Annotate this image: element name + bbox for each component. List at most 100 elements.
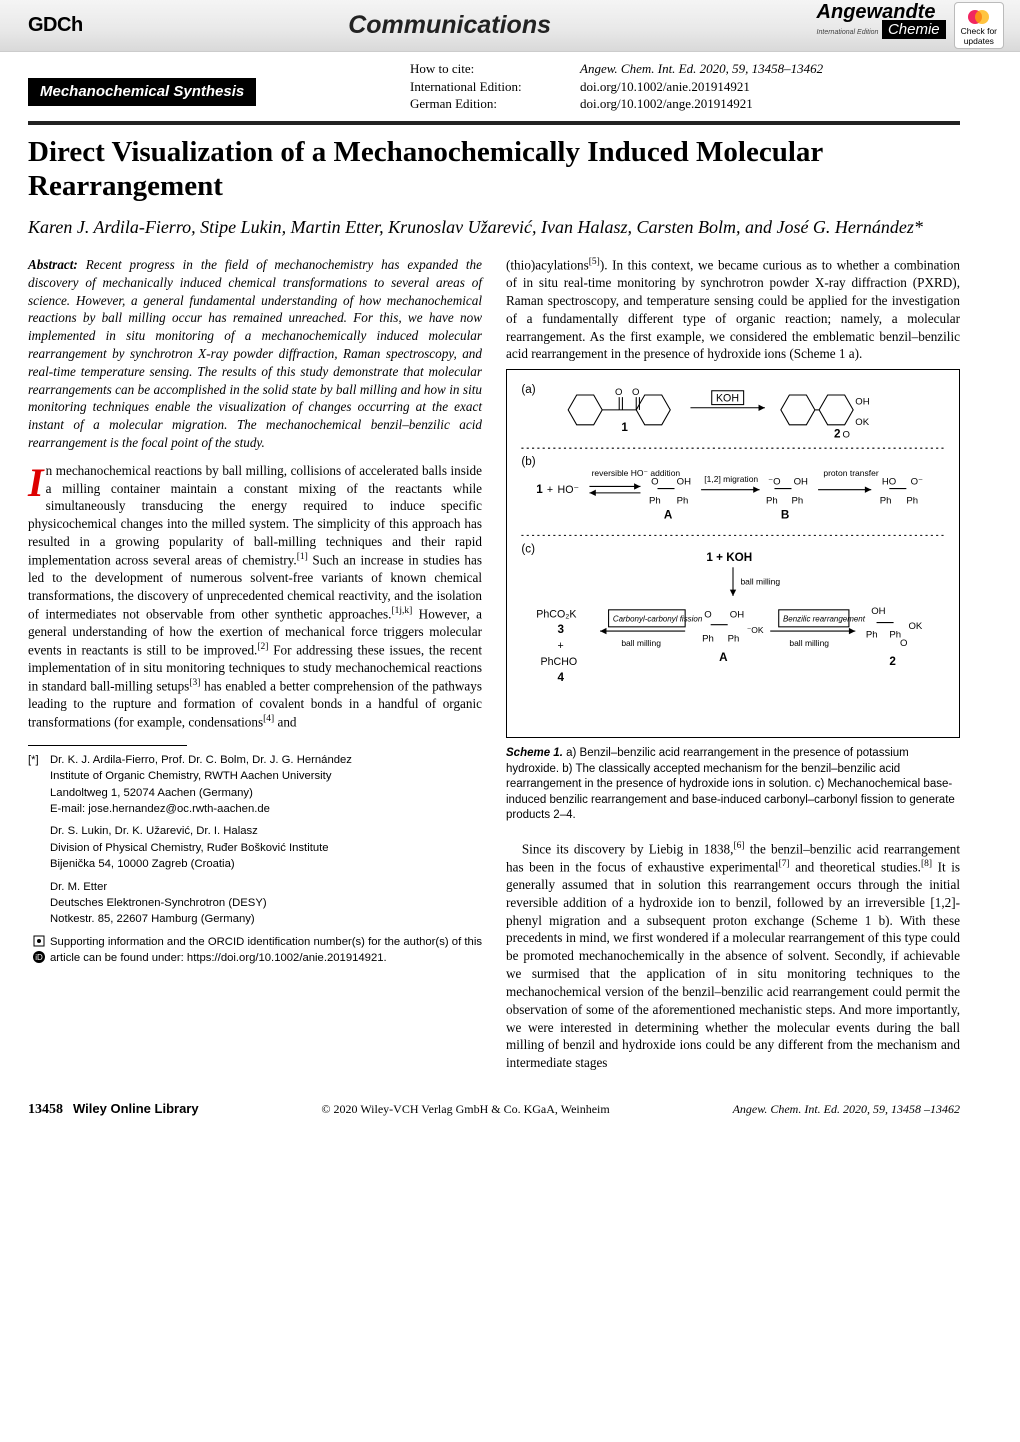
p3d: It is generally assumed that in solution… — [506, 859, 960, 1070]
author-list: Karen J. Ardila-Fierro, Stipe Lukin, Mar… — [0, 209, 1020, 256]
ref-3[interactable]: [3] — [189, 678, 200, 688]
aff2-address: Bijenička 54, 10000 Zagreb (Croatia) — [50, 856, 482, 872]
svg-text:ball milling: ball milling — [740, 576, 780, 586]
p2b: ). In this context, we became curious as… — [506, 257, 960, 361]
column-left: Abstract: Recent progress in the field o… — [28, 256, 482, 1072]
wiley-online-library[interactable]: Wiley Online Library — [73, 1100, 199, 1118]
ref-2[interactable]: [2] — [257, 642, 268, 652]
ref-5[interactable]: [5] — [589, 257, 600, 267]
intl-label: International Edition: — [410, 78, 580, 96]
svg-text:Ph: Ph — [866, 630, 878, 641]
phco2k: PhCO₂K — [536, 608, 576, 620]
abstract-label: Abstract: — [28, 257, 78, 272]
compound-1: 1 — [621, 421, 628, 434]
corr-author-marker: [*] — [28, 752, 50, 928]
aff3-institute: Deutsches Elektronen-Synchrotron (DESY) — [50, 895, 482, 911]
p3c: and theoretical studies. — [790, 859, 921, 874]
orcid-icon: iD — [32, 950, 46, 964]
aff1-address: Landoltweg 1, 52074 Aachen (Germany) — [50, 785, 482, 801]
column-right: (thio)acylations[5]). In this context, w… — [506, 256, 960, 1072]
two-column-body: Abstract: Recent progress in the field o… — [0, 256, 1020, 1072]
scheme-caption-lead: Scheme 1. — [506, 747, 563, 759]
svg-text:O: O — [615, 387, 622, 398]
ref-1[interactable]: [1] — [297, 552, 308, 562]
migration-label: [1,2] migration — [704, 474, 758, 484]
svg-text:Ph: Ph — [766, 496, 778, 507]
svg-text:O: O — [651, 476, 658, 487]
citation-block: Mechanochemical Synthesis How to cite: A… — [0, 52, 1020, 117]
supporting-info-icon — [32, 934, 46, 948]
svg-text:HO: HO — [882, 476, 896, 487]
svg-text:⁻OK: ⁻OK — [747, 625, 764, 635]
affiliation-footnotes: [*] Dr. K. J. Ardila-Fierro, Prof. Dr. C… — [28, 752, 482, 967]
svg-text:+: + — [547, 484, 553, 496]
svg-text:O: O — [704, 609, 711, 620]
footer-citation: Angew. Chem. Int. Ed. 2020, 59, 13458 –1… — [733, 1101, 960, 1117]
svg-text:ball milling: ball milling — [621, 638, 661, 648]
svg-text:Ph: Ph — [906, 496, 918, 507]
page-number: 13458 — [28, 1101, 63, 1120]
svg-text:iD: iD — [35, 953, 43, 962]
svg-text:OH: OH — [730, 609, 744, 620]
scheme-caption-text: a) Benzil–benzilic acid rearrangement in… — [506, 747, 955, 821]
article-title: Direct Visualization of a Mechanochemica… — [0, 125, 1020, 209]
svg-text:OK: OK — [855, 417, 869, 428]
species-B: B — [781, 509, 789, 522]
aff3-authors: Dr. M. Etter — [50, 879, 482, 895]
ref-7[interactable]: [7] — [779, 859, 790, 869]
p3a: Since its discovery by Liebig in 1838, — [522, 841, 734, 856]
howtocite-val: Angew. Chem. Int. Ed. 2020, 59, 13458–13… — [580, 60, 960, 78]
check-updates-badge[interactable]: Check for updates — [954, 2, 1004, 49]
compound-2: 2 — [834, 428, 841, 441]
ref-1jk[interactable]: [1j,k] — [391, 606, 412, 616]
journal-header-band: GDCh Communications Angewandte Internati… — [0, 0, 1020, 52]
p2: (thio)acylations[5]). In this context, w… — [506, 256, 960, 363]
journal-brand: Angewandte International Edition Chemie … — [817, 2, 1004, 49]
p2a: (thio)acylations — [506, 257, 589, 272]
page-footer: 13458 Wiley Online Library © 2020 Wiley-… — [0, 1072, 1020, 1140]
copyright: © 2020 Wiley-VCH Verlag GmbH & Co. KGaA,… — [321, 1101, 609, 1117]
scheme-1-caption: Scheme 1. a) Benzil–benzilic acid rearra… — [506, 746, 960, 824]
german-doi[interactable]: doi.org/10.1002/ange.201914921 — [580, 95, 960, 113]
aff1-authors: Dr. K. J. Ardila-Fierro, Prof. Dr. C. Bo… — [50, 752, 482, 768]
benz-rearr-label: Benzilic rearrangement — [783, 615, 866, 624]
phcho: PhCHO — [541, 656, 578, 668]
koh-label: KOH — [716, 393, 739, 405]
crossmark-icon — [967, 7, 991, 27]
aff2-authors: Dr. S. Lukin, Dr. K. Užarević, Dr. I. Ha… — [50, 823, 482, 839]
ref-6[interactable]: [6] — [733, 841, 744, 851]
rev-add-label: reversible HO⁻ addition — [592, 468, 681, 478]
intl-doi[interactable]: doi.org/10.1002/anie.201914921 — [580, 78, 960, 96]
abstract-text: Recent progress in the field of mechanoc… — [28, 257, 482, 450]
svg-text:Ph: Ph — [649, 496, 661, 507]
svg-text:OH: OH — [794, 476, 808, 487]
ref-8[interactable]: [8] — [921, 859, 932, 869]
german-label: German Edition: — [410, 95, 580, 113]
aff1-institute: Institute of Organic Chemistry, RWTH Aac… — [50, 768, 482, 784]
svg-text:O: O — [900, 638, 907, 649]
svg-text:Ph: Ph — [728, 634, 740, 645]
check-updates-line2: updates — [964, 37, 994, 46]
aff3-address: Notkestr. 85, 22607 Hamburg (Germany) — [50, 911, 482, 927]
dropcap: I — [28, 462, 46, 498]
aff1-email[interactable]: E-mail: jose.hernandez@oc.rwth-aachen.de — [50, 801, 482, 817]
p3: Since its discovery by Liebig in 1838,[6… — [506, 840, 960, 1072]
svg-text:ball milling: ball milling — [789, 638, 829, 648]
howtocite-label: How to cite: — [410, 60, 580, 78]
topic-tag: Mechanochemical Synthesis — [28, 78, 256, 106]
species-A: A — [664, 509, 673, 522]
svg-text:A: A — [719, 651, 728, 664]
journal-edition-small: International Edition — [817, 29, 879, 36]
compound-3: 3 — [558, 623, 565, 636]
svg-text:Ph: Ph — [677, 496, 689, 507]
svg-text:OK: OK — [908, 621, 922, 632]
article-section: Communications — [83, 9, 817, 43]
proton-label: proton transfer — [823, 468, 878, 478]
footnote-rule — [28, 745, 187, 746]
svg-text:1: 1 — [536, 483, 543, 496]
ref-4[interactable]: [4] — [263, 714, 274, 724]
supporting-info-text: Supporting information and the ORCID ide… — [50, 934, 482, 967]
svg-text:HO⁻: HO⁻ — [558, 484, 580, 496]
svg-text:2: 2 — [889, 655, 896, 668]
compound-4: 4 — [558, 671, 565, 684]
